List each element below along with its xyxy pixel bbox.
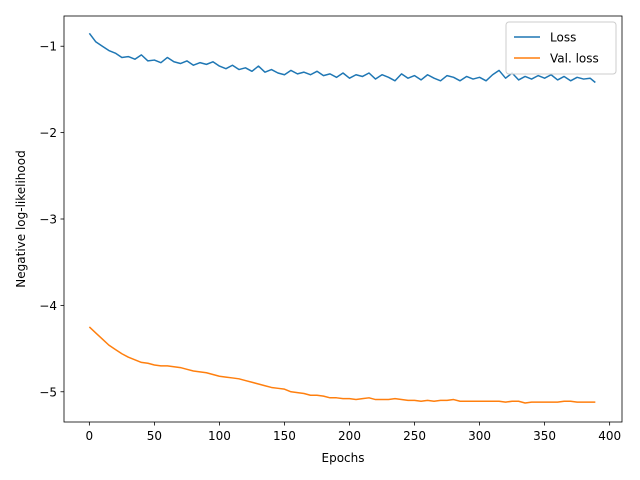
y-tick-label: −3 — [39, 213, 57, 227]
x-tick-label: 400 — [598, 429, 621, 443]
x-tick-label: 250 — [403, 429, 426, 443]
y-tick-label: −1 — [39, 40, 57, 54]
axes-frame — [63, 15, 623, 423]
y-axis-label: Negative log-likelihood — [14, 150, 28, 287]
legend-box — [505, 21, 617, 75]
y-tick-label: −4 — [39, 299, 57, 313]
x-tick-label: 150 — [273, 429, 296, 443]
x-tick-label: 0 — [86, 429, 94, 443]
x-tick-label: 100 — [208, 429, 231, 443]
y-tick-label: −5 — [39, 385, 57, 399]
x-tick-label: 200 — [338, 429, 361, 443]
x-tick-label: 350 — [533, 429, 556, 443]
line-series — [88, 326, 596, 404]
legend-label: Val. loss — [550, 52, 599, 66]
y-tick-label: −2 — [39, 126, 57, 140]
x-tick-label: 300 — [468, 429, 491, 443]
x-tick-label: 50 — [147, 429, 162, 443]
x-axis-label: Epochs — [322, 451, 365, 465]
legend-label: Loss — [550, 31, 576, 45]
